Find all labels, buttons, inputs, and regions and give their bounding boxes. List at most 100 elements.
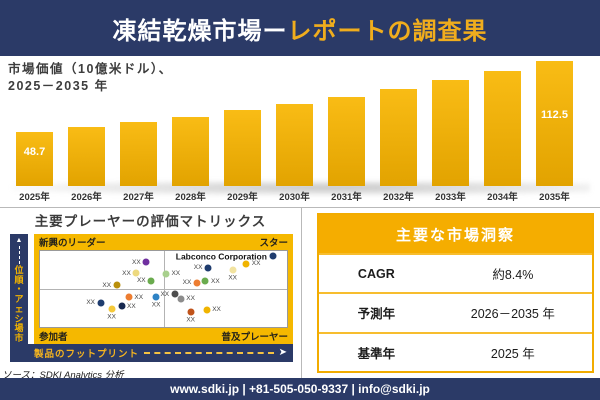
- matrix-x-axis-label: 製品のフットプリント: [34, 349, 140, 360]
- player-matrix-section: 主要プレーヤーの評価マトリックス ▲ 位順・アェシ場市 新興のリーダー スター …: [0, 208, 302, 381]
- y-axis-char: シ: [14, 313, 24, 324]
- dot-icon: [242, 260, 250, 268]
- scatter-point: XX: [132, 258, 150, 266]
- x-tick-label: 2032年: [383, 192, 414, 203]
- x-axis-dashed-line: [144, 352, 274, 354]
- point-label: XX: [102, 281, 112, 289]
- bar-2035年: 112.5: [536, 61, 573, 186]
- scatter-point: XX: [86, 299, 104, 307]
- matrix-bottom-quadrant-labels: 参加者 普及プレーヤー: [39, 328, 288, 344]
- market-insights-table: 主要な市場洞察 CAGR 約8.4% 予測年 2026－2035 年 基準年 2…: [317, 213, 594, 373]
- scatter-point: XX: [102, 281, 121, 289]
- scatter-point: Labconco Corporation: [176, 251, 277, 261]
- point-label: XX: [160, 290, 170, 298]
- y-axis-char: ア: [14, 294, 24, 305]
- source-attribution: ソース：SDKI Analytics 分析: [2, 370, 124, 381]
- scatter-point: XX: [228, 266, 237, 282]
- company-label: Labconco Corporation: [175, 251, 267, 262]
- y-axis-dashed-line: [18, 246, 20, 264]
- x-tick-label: 2035年: [539, 192, 570, 203]
- y-axis-char: ェ: [14, 303, 24, 314]
- point-label: XX: [132, 258, 141, 266]
- dot-icon: [118, 302, 125, 310]
- bar-2033年: [432, 80, 469, 186]
- bar-column: 2034年: [484, 56, 521, 204]
- market-value-bar-chart: 市場価値（10億米ドル）、 2025－2035 年 48.7 2025年 2026年…: [0, 56, 600, 207]
- x-tick-label: 2025年: [19, 192, 50, 203]
- dot-icon: [203, 306, 211, 314]
- quadrant-label-participants: 参加者: [39, 332, 68, 343]
- point-label: XX: [136, 277, 146, 285]
- bar-column: 2029年: [224, 56, 261, 204]
- scatter-point: XX: [137, 277, 155, 285]
- dot-icon: [132, 269, 140, 277]
- table-row: 予測年 2026－2035 年: [319, 292, 592, 331]
- footer-contact-text: www.sdki.jp | +81-505-050-9337 | info@sd…: [170, 382, 430, 396]
- report-title-banner: 凍結乾燥市場ー レポートの調査果: [0, 0, 600, 56]
- market-insights-section: 主要な市場洞察 CAGR 約8.4% 予測年 2026－2035 年 基準年 2…: [302, 208, 600, 378]
- bar-column: 112.5 2035年: [536, 56, 573, 204]
- x-tick-label: 2028年: [175, 192, 206, 203]
- dot-icon: [142, 258, 150, 266]
- bar-2034年: [484, 71, 521, 186]
- row-value-forecast-years: 2026－2035 年: [470, 307, 555, 322]
- dot-icon: [193, 279, 201, 287]
- point-label: XX: [186, 295, 195, 303]
- x-tick-label: 2033年: [435, 192, 466, 203]
- bar-2028年: [172, 117, 209, 186]
- dot-icon: [108, 305, 116, 313]
- dot-icon: [171, 290, 179, 298]
- scatter-point: XX: [125, 293, 143, 301]
- scatter-point: XX: [183, 279, 201, 287]
- table-row: 基準年 2025 年: [319, 331, 592, 371]
- row-label-cagr: CAGR: [357, 266, 395, 281]
- bottom-region: 主要プレーヤーの評価マトリックス ▲ 位順・アェシ場市 新興のリーダー スター …: [0, 208, 600, 381]
- row-value-base-year: 2025 年: [490, 346, 535, 361]
- row-label-base-year: 基準年: [357, 346, 396, 361]
- scatter-point: XX: [152, 293, 160, 308]
- bar-2026年: [68, 127, 105, 186]
- bar-2027年: [120, 122, 157, 186]
- bar-column: 2033年: [432, 56, 469, 204]
- dot-icon: [269, 252, 277, 260]
- x-tick-label: 2029年: [227, 192, 258, 203]
- dot-icon: [187, 308, 195, 316]
- bar-column: 2032年: [380, 56, 417, 204]
- point-label: XX: [127, 302, 136, 310]
- dot-icon: [229, 266, 237, 274]
- dot-icon: [125, 293, 133, 301]
- x-tick-label: 2026年: [71, 192, 102, 203]
- point-label: XX: [193, 264, 203, 272]
- y-axis-char: ・: [14, 284, 24, 295]
- table-row: CAGR 約8.4%: [319, 253, 592, 292]
- quadrant-horizontal-line: [40, 289, 287, 290]
- insights-table-title: 主要な市場洞察: [319, 215, 592, 253]
- matrix-y-axis-band: ▲ 位順・アェシ場市: [10, 234, 28, 362]
- bar-2029年: [224, 110, 261, 186]
- dot-icon: [147, 277, 155, 285]
- dot-icon: [97, 299, 104, 307]
- dot-icon: [201, 277, 209, 285]
- matrix-x-axis-band: 製品のフットプリント ➤: [10, 344, 293, 362]
- y-axis-char: 市: [14, 333, 24, 344]
- scatter-point: XX: [201, 277, 220, 285]
- point-label: XX: [251, 260, 261, 268]
- row-value-cagr: 約8.4%: [492, 268, 534, 283]
- bar-2030年: [276, 104, 313, 186]
- dot-icon: [113, 281, 121, 289]
- scatter-point: XX: [177, 295, 195, 303]
- point-label: XX: [107, 313, 116, 321]
- point-label: XX: [122, 269, 131, 277]
- bar-column: 2027年: [120, 56, 157, 204]
- matrix-quadrant-frame: 新興のリーダー スター XX XX XX XX Labconco Corporation…: [34, 234, 293, 344]
- chart-axis-title: 市場価値（10億米ドル）、 2025－2035 年: [8, 61, 173, 95]
- bar-column: 2026年: [68, 56, 105, 204]
- bar-value-label: 112.5: [541, 109, 568, 121]
- bar-value-label: 48.7: [23, 146, 46, 158]
- scatter-point: XX: [186, 308, 195, 323]
- section-divider-horizontal: [0, 207, 600, 208]
- report-title-white-part: 凍結乾燥市場ー: [112, 17, 288, 45]
- point-label: XX: [151, 301, 161, 309]
- chart-axis-title-line2: 2025－2035 年: [8, 78, 109, 93]
- bar-column: 2031年: [328, 56, 365, 204]
